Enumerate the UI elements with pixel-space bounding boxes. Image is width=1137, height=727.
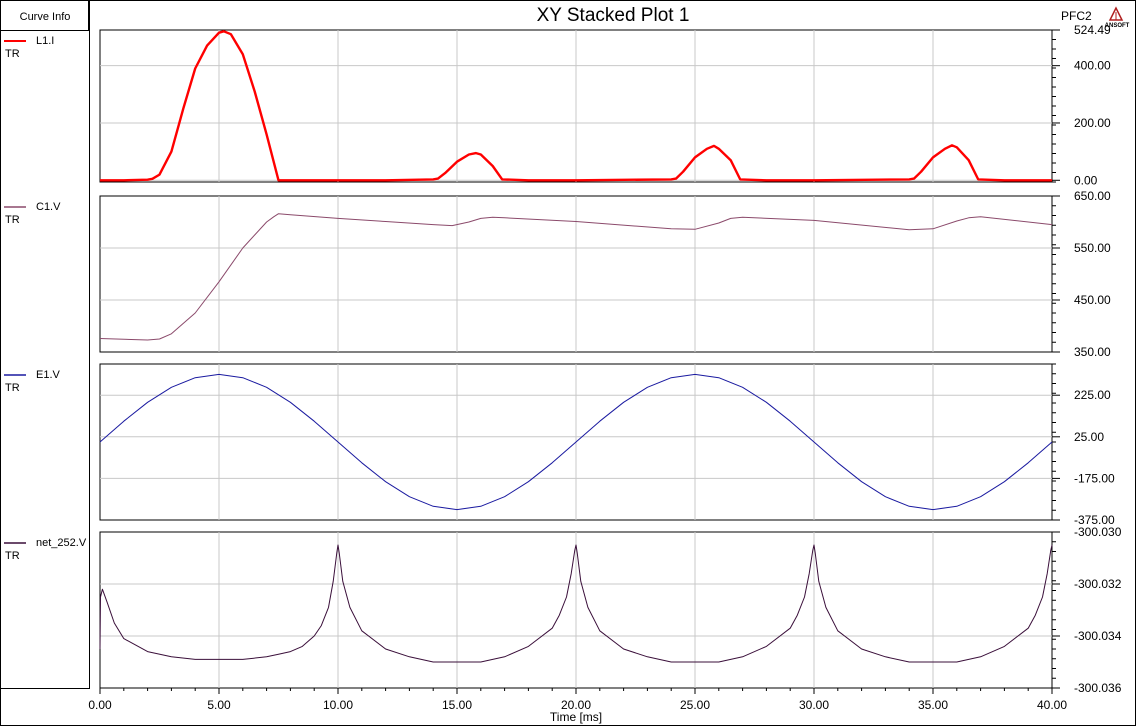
- y-tick-label: 200.00: [1074, 116, 1111, 130]
- ansoft-logo-text: ANSOFT: [1105, 23, 1130, 29]
- x-tick-label: 40.00: [1037, 698, 1067, 712]
- ansoft-logo: ANSOFT: [1105, 6, 1130, 29]
- series-line-e1-v: [99, 373, 1053, 511]
- y-tick-label: 350.00: [1074, 345, 1111, 359]
- legend-entry-c1-v[interactable]: C1.V TR: [4, 201, 61, 226]
- x-tick-label: 0.00: [88, 698, 112, 712]
- panel-c1-v: 650.00 550.00 450.00 350.00 C1.V TR: [4, 189, 1111, 359]
- design-name: PFC2: [1061, 9, 1092, 23]
- x-axis: 0.00 5.00 10.00 15.00 20.00 25.00 30.00 35.00 40…: [88, 688, 1067, 724]
- y-tick-label: 550.00: [1074, 241, 1111, 255]
- curve-info-label[interactable]: Curve Info: [20, 11, 71, 23]
- x-tick-label: 25.00: [680, 698, 710, 712]
- y-tick-label: -300.034: [1074, 629, 1122, 643]
- series-line-c1-v: [99, 213, 1053, 341]
- legend-label: net_252.V: [36, 537, 87, 549]
- y-tick-label: 0.00: [1074, 173, 1098, 187]
- legend-sublabel: TR: [5, 550, 20, 562]
- panel-e1-v: 225.00 25.00 -175.00 -375.00 E1.V TR: [4, 363, 1115, 527]
- y-tick-label: 650.00: [1074, 189, 1111, 203]
- plot-title: XY Stacked Plot 1: [537, 5, 690, 26]
- panel-net-252-v: -300.030 -300.032 -300.034 -300.036 net_252.…: [4, 525, 1122, 695]
- y-tick-label: -300.036: [1074, 681, 1122, 695]
- y-tick-label: -375.00: [1074, 513, 1115, 527]
- legend-label: C1.V: [36, 201, 61, 213]
- y-tick-label: 400.00: [1074, 59, 1111, 73]
- legend-sublabel: TR: [5, 48, 20, 60]
- series-line-net-252-v: [99, 544, 1053, 663]
- legend-label: E1.V: [36, 369, 61, 381]
- y-tick-label: 225.00: [1074, 388, 1111, 402]
- x-axis-label: Time [ms]: [550, 710, 602, 724]
- x-tick-label: 10.00: [323, 698, 353, 712]
- x-tick-label: 5.00: [207, 698, 231, 712]
- x-tick-label: 35.00: [918, 698, 948, 712]
- x-tick-label: 15.00: [442, 698, 472, 712]
- legend-sublabel: TR: [5, 214, 20, 226]
- panel-l1-i: 524.49 400.00 200.00 0.00 L1.I TR: [4, 23, 1111, 187]
- legend-sublabel: TR: [5, 382, 20, 394]
- y-tick-label: 450.00: [1074, 293, 1111, 307]
- legend-label: L1.I: [36, 35, 54, 47]
- legend-entry-net-252-v[interactable]: net_252.V TR: [4, 537, 87, 562]
- plot-panels: 524.49 400.00 200.00 0.00 L1.I TR 650.00 550.00…: [4, 23, 1122, 695]
- y-tick-label: -300.030: [1074, 525, 1122, 539]
- y-tick-label: -175.00: [1074, 471, 1115, 485]
- y-tick-label: 524.49: [1074, 23, 1111, 37]
- legend-entry-l1-i[interactable]: L1.I TR: [4, 35, 54, 60]
- x-tick-label: 20.00: [561, 698, 591, 712]
- y-tick-label: -300.032: [1074, 577, 1122, 591]
- y-tick-label: 25.00: [1074, 430, 1104, 444]
- legend-entry-e1-v[interactable]: E1.V TR: [4, 369, 61, 394]
- x-tick-label: 30.00: [799, 698, 829, 712]
- series-line-l1-i: [100, 30, 1052, 182]
